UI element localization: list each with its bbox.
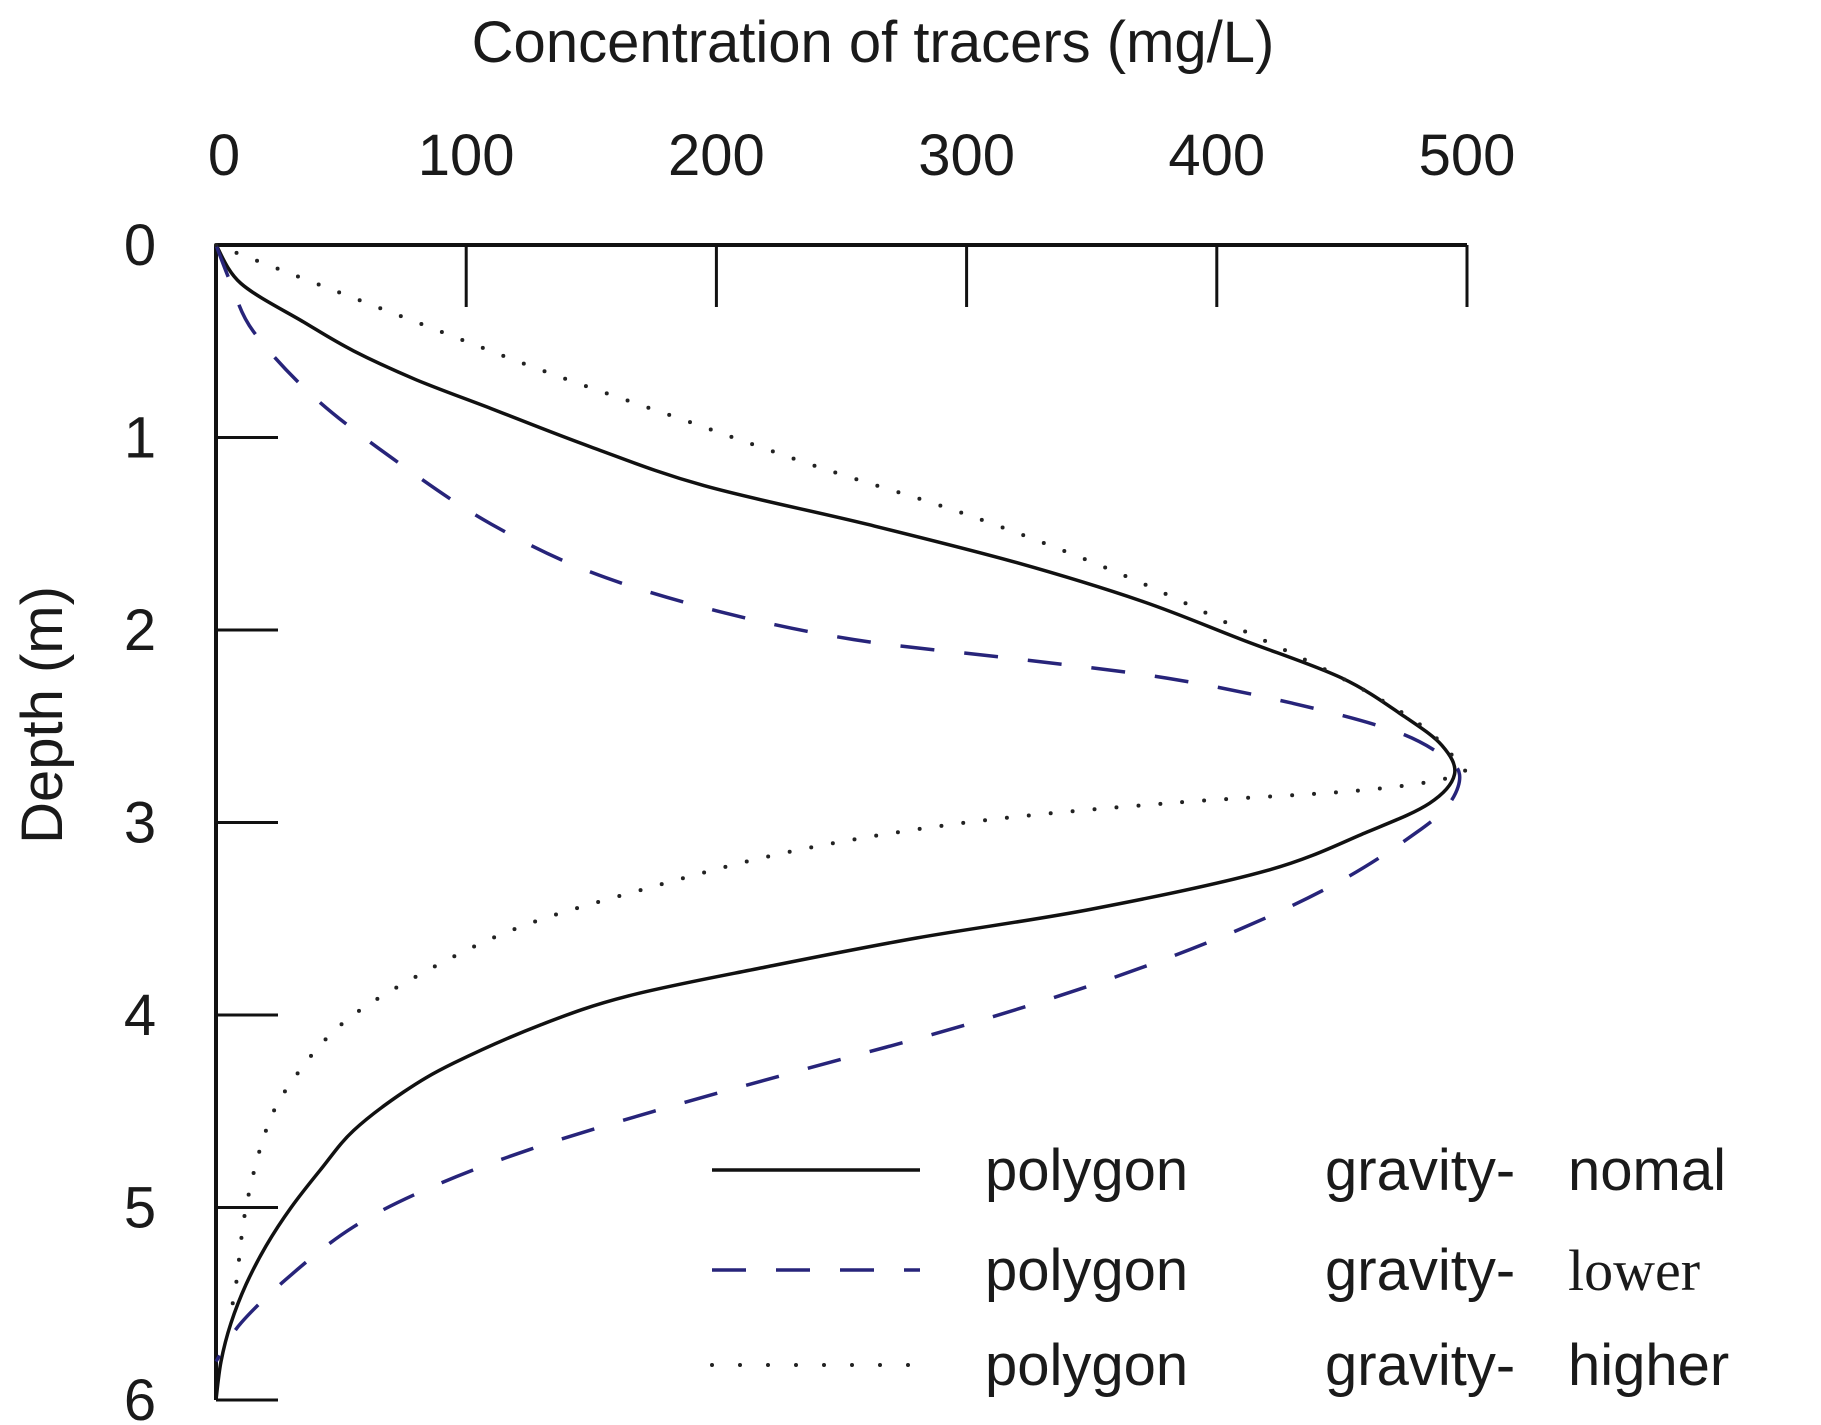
legend: polygon gravity-nomal polygon gravity-lower… <box>710 1138 1729 1398</box>
x-tick-label: 300 <box>918 123 1015 188</box>
x-tick-label: 400 <box>1168 123 1265 188</box>
y-tick-label: 2 <box>124 598 156 663</box>
legend-label-part: polygon <box>985 1333 1188 1398</box>
y-tick-label: 0 <box>124 213 156 278</box>
x-axis-ticks: 0 100 200 300 400 500 <box>208 123 1516 307</box>
legend-label-part: higher <box>1568 1333 1729 1398</box>
legend-label-part: nomal <box>1568 1138 1726 1203</box>
y-tick-label: 6 <box>124 1368 156 1425</box>
legend-label-part: lower <box>1568 1238 1700 1303</box>
x-tick-label: 500 <box>1419 123 1516 188</box>
series-layer <box>214 243 1468 1401</box>
x-tick-label: 100 <box>418 123 515 188</box>
series-line-higher <box>214 243 1468 1325</box>
series-line-nomal <box>214 244 1457 1401</box>
y-axis-ticks: 0 1 2 3 4 5 6 <box>124 213 278 1425</box>
legend-label-part: polygon <box>985 1138 1188 1203</box>
x-tick-label: 0 <box>208 123 240 188</box>
x-axis-title: Concentration of tracers (mg/L) <box>472 10 1275 75</box>
y-axis-title: Depth (m) <box>10 586 75 844</box>
y-tick-label: 3 <box>124 791 156 856</box>
legend-label-part: polygon <box>985 1238 1188 1303</box>
legend-label-part: gravity- <box>1325 1238 1515 1303</box>
y-tick-label: 4 <box>124 983 156 1048</box>
legend-label-part: gravity- <box>1325 1333 1515 1398</box>
legend-label-part: gravity- <box>1325 1138 1515 1203</box>
y-tick-label: 5 <box>124 1176 156 1241</box>
x-tick-label: 200 <box>668 123 765 188</box>
y-tick-label: 1 <box>124 406 156 471</box>
series-line-lower <box>214 244 1462 1363</box>
